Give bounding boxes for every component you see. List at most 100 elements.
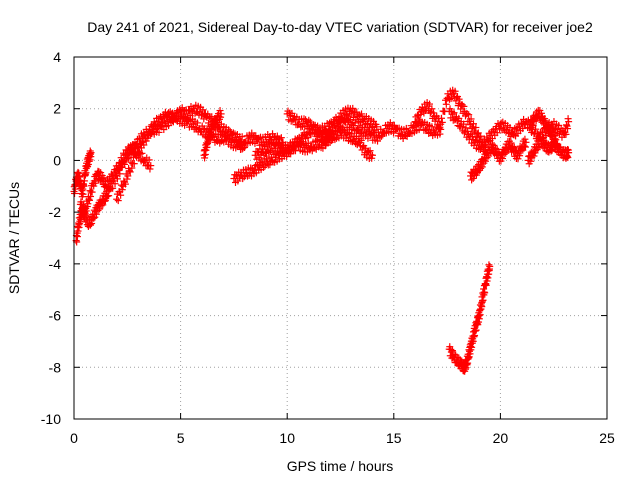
data-point [358, 146, 366, 154]
data-point [510, 143, 518, 151]
data-point [448, 110, 456, 118]
x-tick-label: 15 [386, 430, 402, 446]
data-point [565, 149, 573, 157]
data-point [201, 154, 209, 162]
data-point [75, 169, 83, 177]
data-point [468, 343, 476, 351]
data-point [368, 154, 376, 162]
data-point [331, 136, 339, 144]
y-tick-label: 2 [53, 101, 61, 117]
data-point [117, 191, 125, 199]
data-point [458, 101, 466, 109]
data-point [88, 188, 96, 196]
data-point [366, 147, 374, 155]
data-point [128, 164, 136, 172]
data-point [445, 95, 453, 103]
data-point [317, 141, 325, 149]
data-point [214, 118, 222, 126]
data-point [450, 109, 458, 117]
data-point [417, 110, 425, 118]
data-point [477, 132, 485, 140]
data-point [475, 318, 483, 326]
data-point [468, 176, 476, 184]
data-point [520, 142, 528, 150]
data-point [436, 130, 444, 138]
data-points [70, 86, 573, 375]
data-point [507, 139, 515, 147]
data-point [351, 119, 359, 127]
data-point [140, 141, 148, 149]
chart-title: Day 241 of 2021, Sidereal Day-to-day VTE… [87, 19, 593, 35]
data-point [155, 128, 163, 136]
y-tick-label: -4 [49, 256, 62, 272]
data-point [118, 186, 126, 194]
data-point [552, 136, 560, 144]
data-point [112, 171, 120, 179]
data-point [100, 174, 108, 182]
data-point [94, 207, 102, 215]
data-point [251, 139, 259, 147]
y-axis-label: SDTVAR / TECUs [6, 182, 22, 294]
data-point [251, 165, 259, 173]
data-point [255, 154, 263, 162]
data-point [91, 179, 99, 187]
data-point [432, 128, 440, 136]
x-tick-label: 25 [599, 430, 615, 446]
data-point [71, 189, 79, 197]
y-tick-label: -10 [41, 411, 61, 427]
data-point [358, 110, 366, 118]
data-point [135, 149, 143, 157]
data-point [462, 124, 470, 132]
data-point [216, 107, 224, 115]
data-point [79, 190, 87, 198]
y-tick-label: -6 [49, 308, 62, 324]
data-point [146, 165, 154, 173]
data-point [120, 156, 128, 164]
data-point [364, 134, 372, 142]
data-point [547, 124, 555, 132]
data-point [465, 111, 473, 119]
data-point [467, 115, 475, 123]
data-point [436, 123, 444, 131]
data-point [376, 134, 384, 142]
x-axis-label: GPS time / hours [287, 458, 394, 474]
data-point [192, 124, 200, 132]
data-point [519, 125, 527, 133]
data-point [402, 124, 410, 132]
data-point [291, 116, 299, 124]
y-tick-label: -8 [49, 359, 62, 375]
data-point [304, 134, 312, 142]
data-point [521, 135, 529, 143]
data-point [349, 136, 357, 144]
x-tick-label: 0 [70, 430, 78, 446]
data-point [483, 277, 491, 285]
data-point [125, 150, 133, 158]
data-point [277, 134, 285, 142]
data-point [499, 155, 507, 163]
data-point [336, 118, 344, 126]
data-point [321, 142, 329, 150]
data-point [510, 131, 518, 139]
data-point [466, 350, 474, 358]
data-point [475, 315, 483, 323]
data-point [145, 156, 153, 164]
data-point [442, 100, 450, 108]
data-point [286, 147, 294, 155]
data-point [522, 138, 530, 146]
data-point [127, 158, 135, 166]
data-point [426, 100, 434, 108]
data-point [85, 196, 93, 204]
data-point [87, 149, 95, 157]
data-point [428, 105, 436, 113]
y-tick-label: -2 [49, 204, 62, 220]
data-point [114, 197, 122, 205]
data-point [113, 195, 121, 203]
data-point [415, 115, 423, 123]
data-point [109, 184, 117, 192]
data-point [378, 132, 386, 140]
data-point [562, 130, 570, 138]
data-point [463, 110, 471, 118]
data-point [87, 221, 95, 229]
data-point [564, 125, 572, 133]
